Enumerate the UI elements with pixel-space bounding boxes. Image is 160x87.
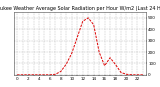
Title: Milwaukee Weather Average Solar Radiation per Hour W/m2 (Last 24 Hours): Milwaukee Weather Average Solar Radiatio… xyxy=(0,6,160,11)
